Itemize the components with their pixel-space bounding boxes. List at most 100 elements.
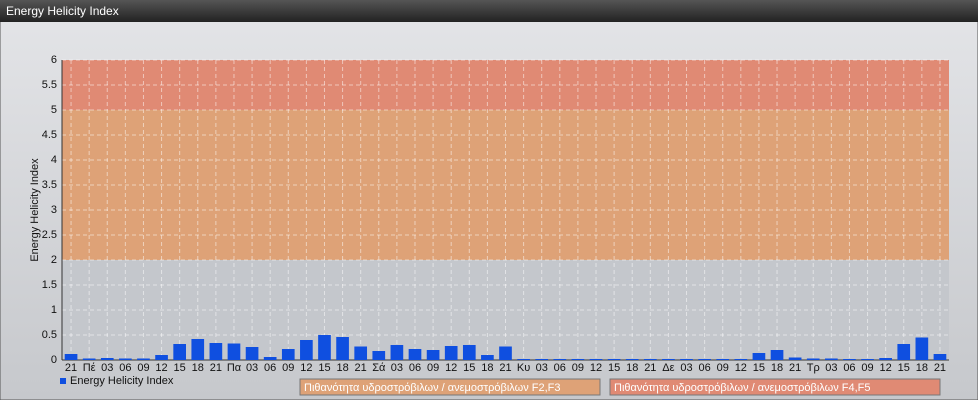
x-tick-label: 06 [843, 362, 855, 374]
y-tick-label: 3 [51, 204, 57, 216]
x-tick-label: 21 [355, 362, 367, 374]
bar [843, 359, 856, 360]
x-tick-label: 18 [192, 362, 204, 374]
bar [390, 345, 404, 360]
x-tick-label: 21 [644, 362, 656, 374]
bar [662, 359, 675, 360]
bar [625, 359, 639, 360]
bar [680, 359, 693, 360]
bar [100, 358, 114, 360]
legend-swatch [60, 378, 66, 384]
x-tick-label: 12 [880, 362, 892, 374]
y-tick-label: 2.5 [42, 229, 57, 241]
x-tick-label: 06 [554, 362, 566, 374]
bar [517, 359, 530, 360]
bar [318, 335, 331, 360]
bar [191, 339, 205, 360]
bar [825, 358, 838, 360]
y-tick-label: 6 [51, 54, 57, 66]
legend-label: Energy Helicity Index [70, 375, 174, 387]
x-tick-label: Κυ [517, 362, 530, 374]
bar [734, 359, 748, 360]
y-tick-label: 4 [51, 154, 57, 166]
x-tick-label: 09 [572, 362, 584, 374]
x-tick-label: 03 [825, 362, 837, 374]
x-tick-label: 09 [137, 362, 149, 374]
x-tick-label: 15 [898, 362, 910, 374]
bar [481, 355, 494, 360]
bar [354, 346, 368, 360]
x-tick-label: 09 [861, 362, 873, 374]
bar [933, 354, 947, 360]
x-tick-label: 21 [65, 362, 77, 374]
bar [806, 358, 820, 360]
x-tick-label: 12 [155, 362, 167, 374]
x-tick-label: 06 [119, 362, 131, 374]
bar [263, 357, 277, 360]
x-tick-label: 18 [626, 362, 638, 374]
y-tick-label: 2 [51, 254, 57, 266]
bar [589, 359, 603, 360]
x-tick-label: 03 [101, 362, 113, 374]
band-legend-box [299, 378, 601, 396]
bar [897, 344, 911, 360]
band-legend-box [609, 378, 941, 396]
x-tick-label: 06 [698, 362, 710, 374]
y-tick-label: 5 [51, 104, 57, 116]
x-tick-label: 03 [246, 362, 258, 374]
bar [137, 358, 150, 360]
x-tick-label: 21 [934, 362, 946, 374]
y-tick-label: 0.5 [42, 329, 57, 341]
x-tick-label: 15 [174, 362, 186, 374]
bar [607, 359, 621, 360]
bar [462, 345, 476, 360]
y-tick-label: 3.5 [42, 179, 57, 191]
chart-title: Energy Helicity Index [6, 4, 119, 18]
bar [173, 344, 186, 360]
x-tick-label: 15 [463, 362, 475, 374]
x-tick-label: Σά [372, 362, 386, 374]
bar [716, 359, 730, 360]
x-tick-label: 06 [264, 362, 276, 374]
x-tick-label: 15 [318, 362, 330, 374]
x-tick-label: 15 [608, 362, 620, 374]
x-tick-label: 18 [771, 362, 783, 374]
bar [372, 351, 386, 360]
bar [281, 349, 295, 360]
bar [245, 347, 259, 360]
x-tick-label: 12 [735, 362, 747, 374]
bar [155, 355, 168, 360]
x-tick-label: 09 [427, 362, 439, 374]
bar [209, 343, 223, 360]
bar [64, 354, 78, 360]
x-tick-label: Τρ [807, 362, 820, 374]
bar [553, 359, 567, 360]
y-tick-label: 1 [51, 304, 57, 316]
x-tick-label: 03 [536, 362, 548, 374]
band-legend-label: Πιθανότητα υδροστρόβιλων / ανεμοστρόβιλω… [614, 382, 871, 394]
x-tick-label: 21 [210, 362, 222, 374]
x-tick-label: 12 [445, 362, 457, 374]
x-tick-label: 12 [590, 362, 602, 374]
bar [571, 359, 585, 360]
bar [770, 350, 784, 360]
x-tick-label: 18 [916, 362, 928, 374]
x-tick-label: Πέ [83, 362, 96, 374]
bar [408, 349, 422, 360]
bar [499, 346, 512, 360]
bar [300, 340, 313, 360]
x-tick-label: 03 [391, 362, 403, 374]
bar [82, 358, 96, 360]
bar [426, 350, 440, 360]
x-tick-label: 03 [680, 362, 692, 374]
x-tick-label: 06 [409, 362, 421, 374]
x-tick-label: 18 [481, 362, 493, 374]
bar [698, 359, 711, 360]
bar [119, 358, 132, 360]
header [0, 0, 978, 22]
x-tick-label: 15 [753, 362, 765, 374]
x-tick-label: 18 [336, 362, 348, 374]
y-axis-label: Energy Helicity Index [29, 158, 41, 262]
x-tick-label: Πα [227, 362, 242, 374]
